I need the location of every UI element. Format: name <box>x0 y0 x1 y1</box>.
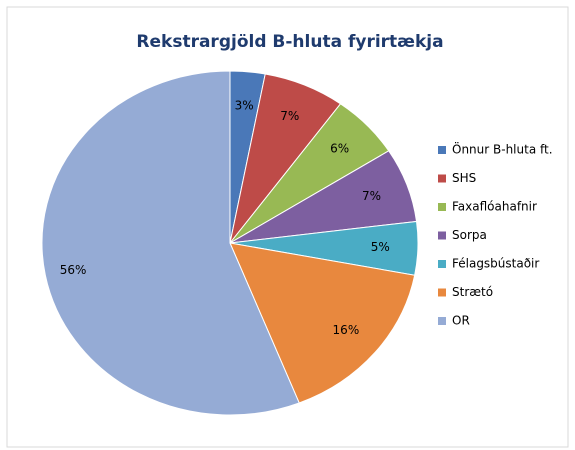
legend-swatch <box>438 288 446 297</box>
data-label: 7% <box>362 189 381 203</box>
legend-label: Faxaflóahafnir <box>452 200 537 214</box>
legend-swatch <box>438 231 446 240</box>
legend-swatch <box>438 203 446 211</box>
legend-swatch <box>438 260 446 268</box>
data-label: 6% <box>330 141 349 155</box>
legend-label: SHS <box>452 171 476 185</box>
legend-swatch <box>438 317 446 325</box>
data-label: 56% <box>60 263 87 277</box>
data-label: 5% <box>371 240 390 254</box>
data-label: 16% <box>333 323 360 337</box>
legend-swatch <box>438 146 446 154</box>
legend-label: Félagsbústaðir <box>452 257 539 271</box>
legend: Önnur B-hluta ft. SHS Faxaflóahafnir Sorpa F… <box>438 141 553 328</box>
pie-slice <box>41 70 300 416</box>
legend-label: Sorpa <box>452 228 487 242</box>
pie: 3% 7% 6% 7% 5% 16% 56% <box>41 70 419 416</box>
chart-title: Rekstrargjöld B-hluta fyrirtækja <box>136 32 443 52</box>
legend-label: Önnur B-hluta ft. <box>452 141 553 157</box>
legend-label: OR <box>452 314 470 328</box>
data-label: 7% <box>280 109 299 123</box>
data-label: 3% <box>235 99 254 113</box>
legend-label: Strætó <box>452 285 493 299</box>
legend-swatch <box>438 174 446 183</box>
pie-slice <box>229 242 416 404</box>
